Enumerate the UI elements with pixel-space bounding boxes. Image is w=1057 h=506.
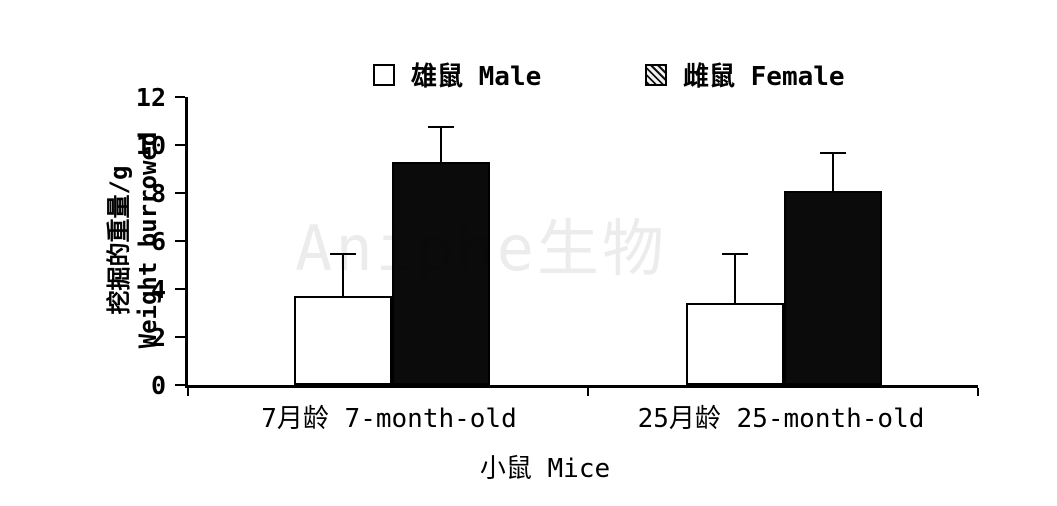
y-tick-label-8: 8 [150, 179, 166, 208]
y-tick-label-6: 6 [150, 227, 166, 256]
legend-item-male: 雄鼠 Male [373, 56, 541, 93]
x-category-label-25month: 25月龄 25-month-old [637, 404, 925, 434]
error-cap-male-7month [330, 253, 356, 255]
y-tick-0 [175, 384, 185, 386]
bar-male-25month [686, 303, 784, 385]
y-tick-label-2: 2 [150, 323, 166, 352]
plot-area: 0 2 4 6 8 10 12 [136, 83, 979, 400]
legend-item-female: 雌鼠 Female [645, 56, 845, 93]
x-category-label-7month: 7月龄 7-month-old [261, 404, 517, 434]
y-tick-label-0: 0 [150, 371, 166, 400]
y-tick-label-12: 12 [135, 83, 166, 112]
error-bar-male-25month [734, 253, 736, 304]
error-cap-male-25month [722, 253, 748, 255]
x-tick-0 [187, 388, 189, 396]
error-bar-female-7month [440, 125, 442, 162]
y-tick-8 [175, 192, 185, 194]
legend-female-label: 雌鼠 Female [683, 62, 845, 92]
legend-female-swatch [645, 63, 667, 86]
x-tick-2 [977, 388, 979, 396]
y-tick-6 [175, 240, 185, 242]
bar-female-7month [392, 161, 490, 385]
legend-male-label: 雄鼠 Male [411, 62, 542, 92]
legend-male-swatch [373, 63, 395, 86]
y-tick-12 [175, 96, 185, 98]
x-axis-title: 小鼠 Mice [479, 454, 611, 484]
y-tick-label-10: 10 [135, 131, 166, 160]
y-tick-2 [175, 336, 185, 338]
error-cap-female-7month [428, 125, 454, 128]
error-bar-male-7month [342, 253, 344, 297]
error-bar-female-25month [832, 152, 834, 191]
x-tick-1 [587, 388, 589, 396]
y-tick-4 [175, 288, 185, 290]
y-tick-10 [175, 144, 185, 146]
bar-female-25month [784, 190, 882, 385]
error-cap-female-25month [820, 152, 846, 155]
y-tick-label-4: 4 [150, 275, 166, 304]
bar-male-7month [294, 296, 392, 385]
